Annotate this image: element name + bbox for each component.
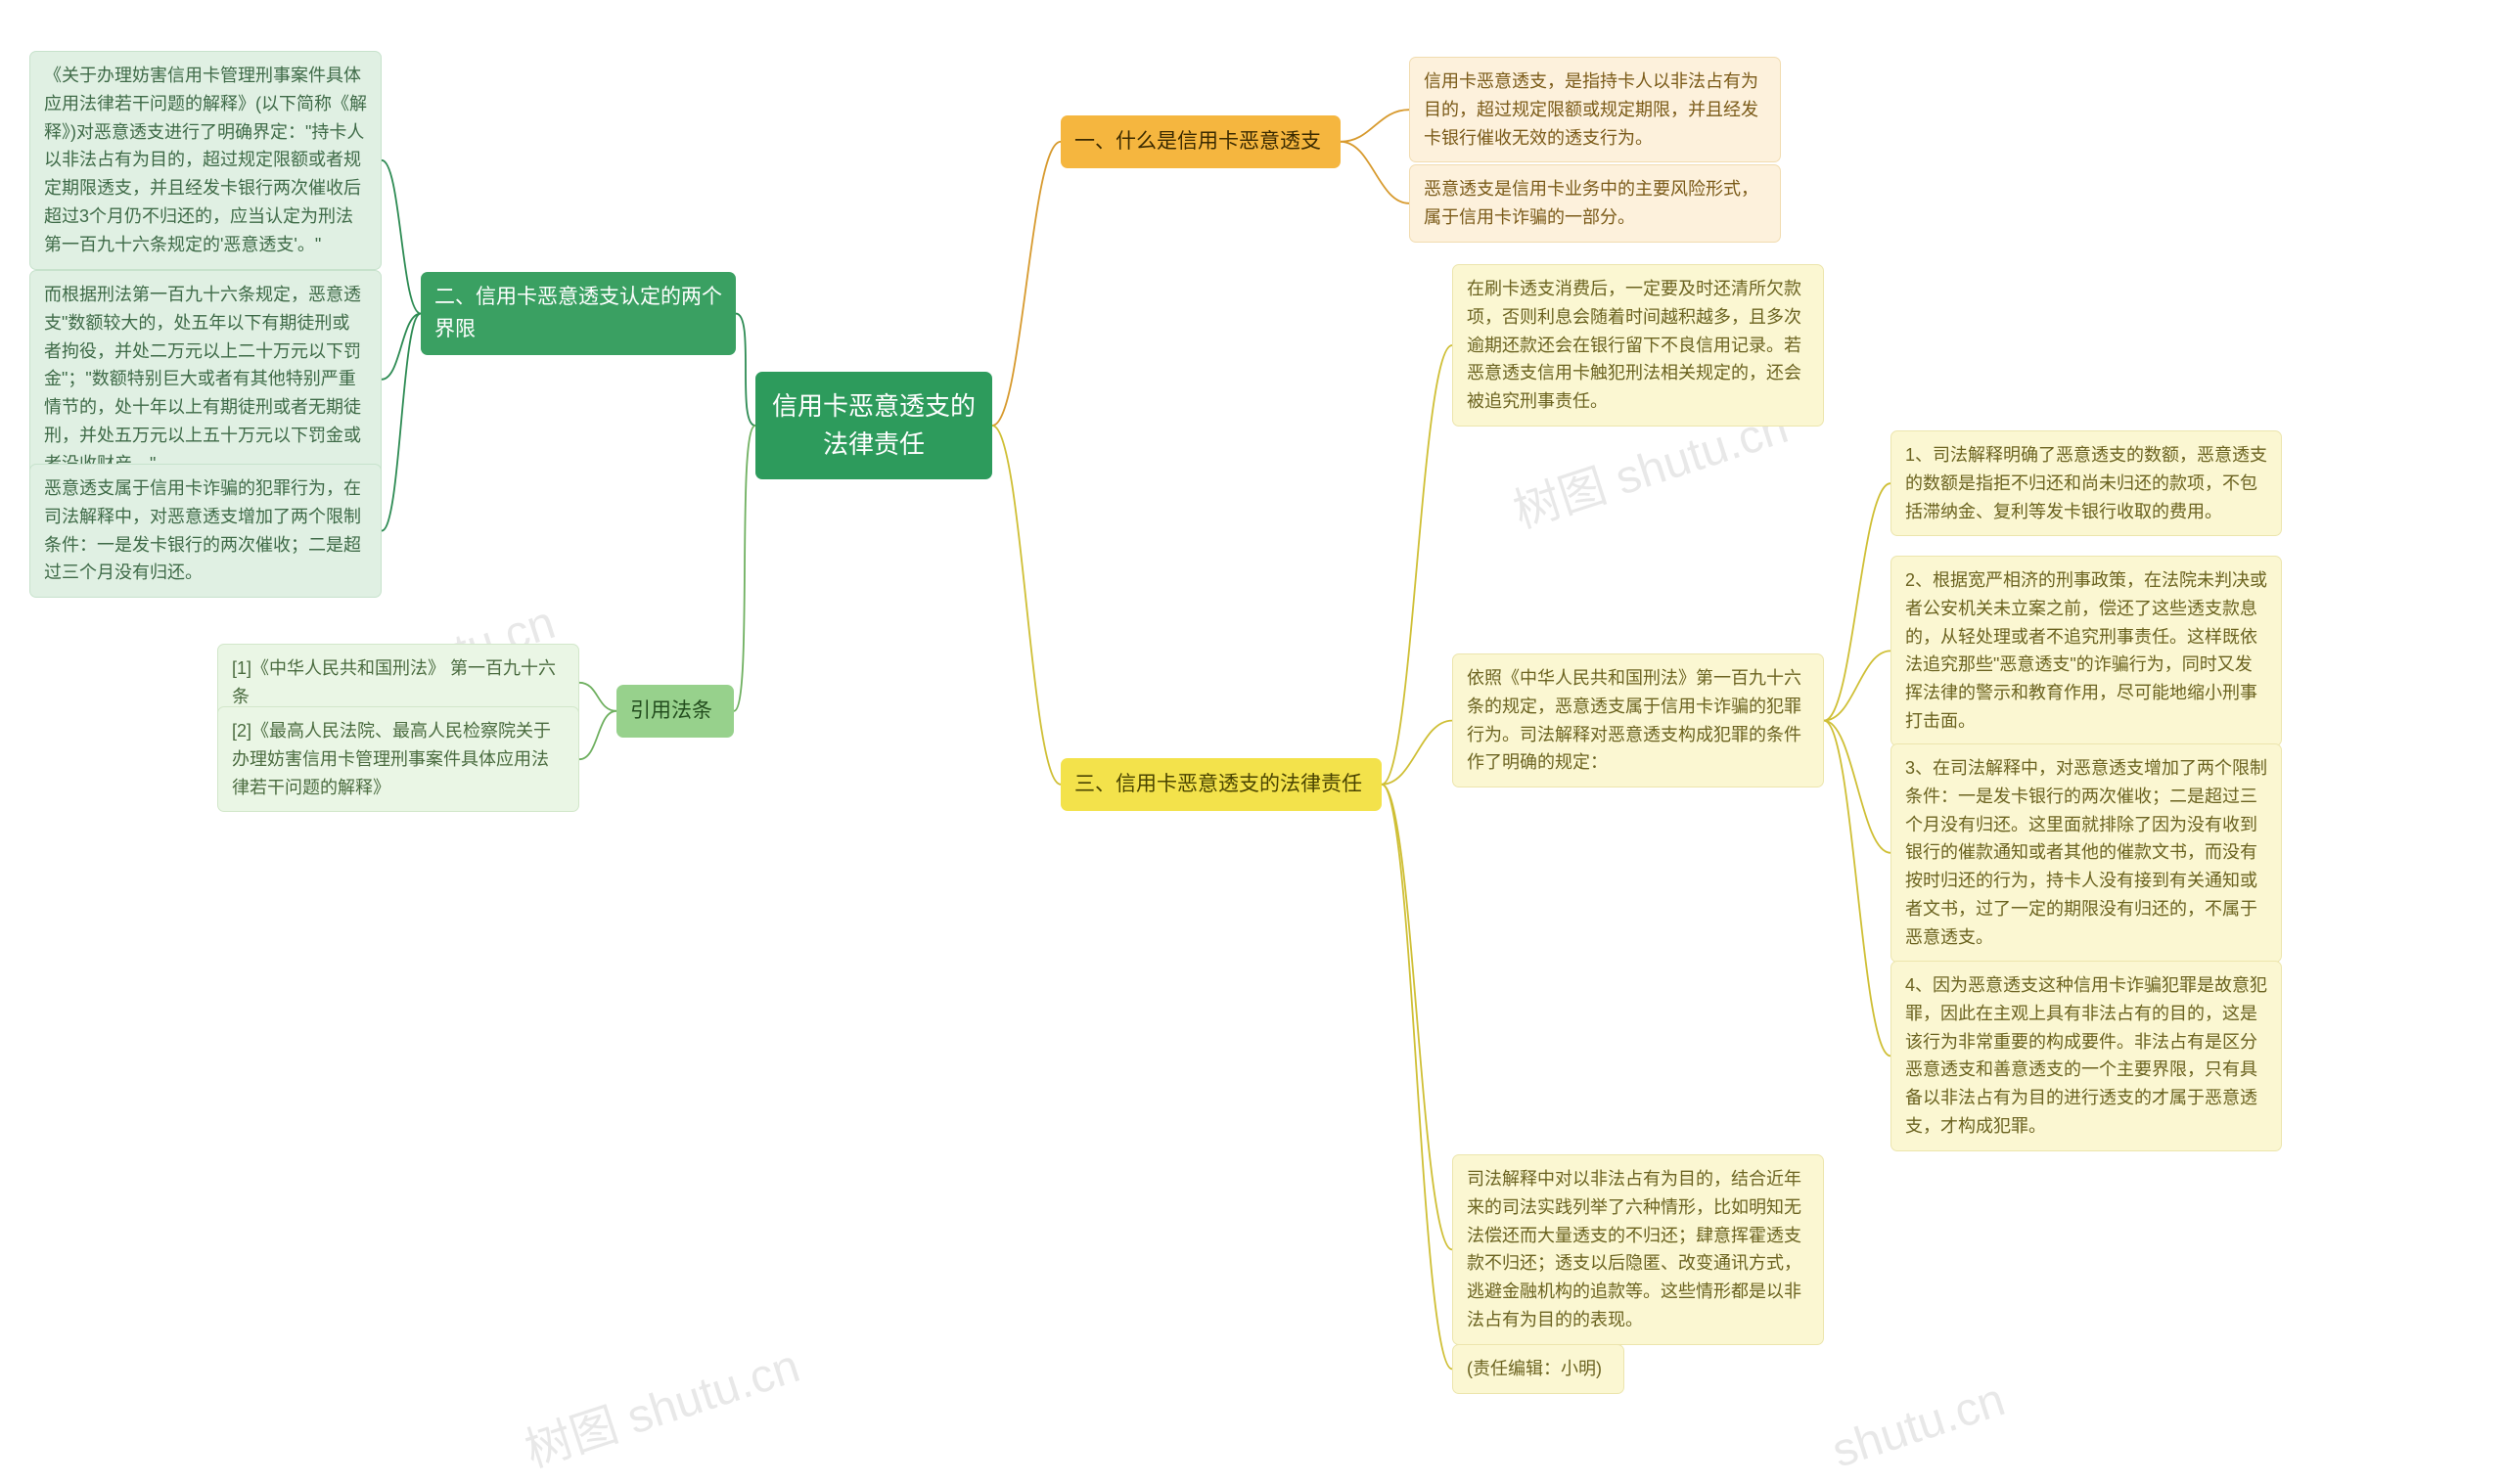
- leaf-two-conditions: 恶意透支属于信用卡诈骗的犯罪行为，在司法解释中，对恶意透支增加了两个限制条件：一…: [29, 464, 382, 598]
- leaf-point-3: 3、在司法解释中，对恶意透支增加了两个限制条件：一是发卡银行的两次催收；二是超过…: [1890, 743, 2282, 963]
- branch-two-limits[interactable]: 二、信用卡恶意透支认定的两个界限: [421, 272, 736, 355]
- leaf-interpretation: 《关于办理妨害信用卡管理刑事案件具体应用法律若干问题的解释》(以下简称《解释》)…: [29, 51, 382, 270]
- watermark: 树图 shutu.cn: [515, 1327, 806, 1480]
- branch-legal-liability[interactable]: 三、信用卡恶意透支的法律责任: [1061, 758, 1382, 811]
- leaf-editor: (责任编辑：小明): [1452, 1344, 1624, 1394]
- branch-citations[interactable]: 引用法条: [616, 685, 734, 738]
- leaf-six-situations: 司法解释中对以非法占有为目的，结合近年来的司法实践列举了六种情形，比如明知无法偿…: [1452, 1154, 1824, 1345]
- leaf-repay-warning: 在刷卡透支消费后，一定要及时还清所欠款项，否则利息会随着时间越积越多，且多次逾期…: [1452, 264, 1824, 427]
- leaf-definition: 信用卡恶意透支，是指持卡人以非法占有为目的，超过规定限额或规定期限，并且经发卡银…: [1409, 57, 1781, 162]
- leaf-cite-supreme-court: [2]《最高人民法院、最高人民检察院关于办理妨害信用卡管理刑事案件具体应用法律若…: [217, 706, 579, 812]
- leaf-risk-form: 恶意透支是信用卡业务中的主要风险形式，属于信用卡诈骗的一部分。: [1409, 164, 1781, 243]
- root-node[interactable]: 信用卡恶意透支的法律责任: [755, 372, 992, 479]
- branch-what-is[interactable]: 一、什么是信用卡恶意透支: [1061, 115, 1341, 168]
- leaf-penalties: 而根据刑法第一百九十六条规定，恶意透支"数额较大的，处五年以下有期徒刑或者拘役，…: [29, 270, 382, 489]
- leaf-point-4: 4、因为恶意透支这种信用卡诈骗犯罪是故意犯罪，因此在主观上具有非法占有的目的，这…: [1890, 961, 2282, 1151]
- leaf-point-1: 1、司法解释明确了恶意透支的数额，恶意透支的数额是指拒不归还和尚未归还的款项，不…: [1890, 430, 2282, 536]
- leaf-article-196: 依照《中华人民共和国刑法》第一百九十六条的规定，恶意透支属于信用卡诈骗的犯罪行为…: [1452, 653, 1824, 787]
- leaf-point-2: 2、根据宽严相济的刑事政策，在法院未判决或者公安机关未立案之前，偿还了这些透支款…: [1890, 556, 2282, 746]
- watermark: shutu.cn: [1826, 1372, 2012, 1478]
